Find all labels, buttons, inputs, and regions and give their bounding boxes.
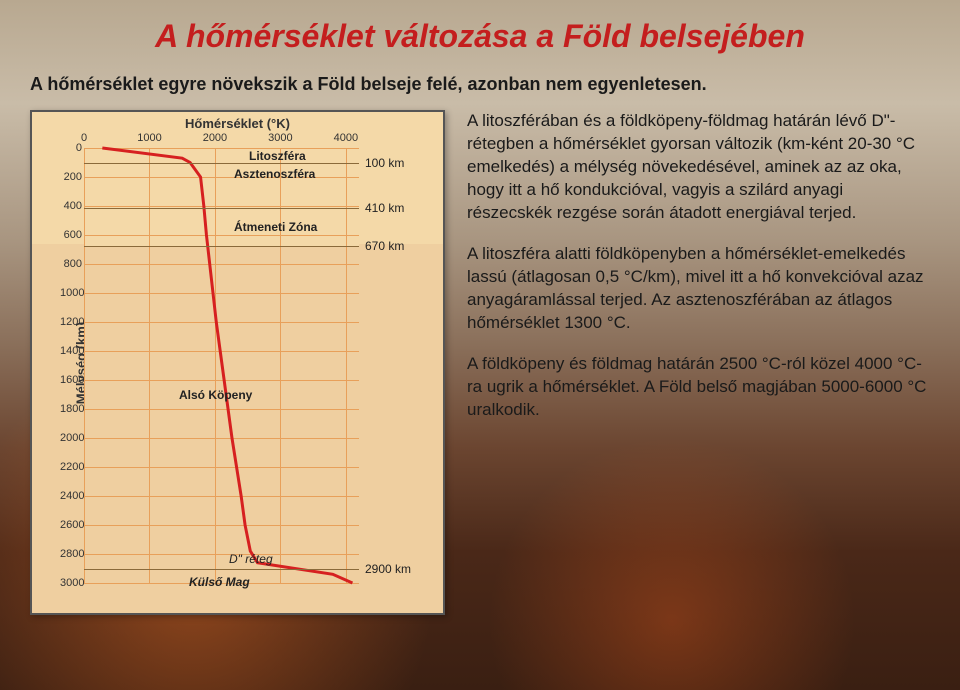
y-tick: 1600 (60, 374, 82, 386)
x-axis-label: Hőmérséklet (°K) (32, 116, 443, 131)
page-title: A hőmérséklet változása a Föld belsejébe… (30, 18, 930, 55)
y-tick: 600 (60, 229, 82, 241)
x-tick: 2000 (203, 132, 227, 144)
chart-annotation: Külső Mag (189, 575, 250, 589)
paragraph-2: A litoszféra alatti földköpenyben a hőmé… (467, 243, 930, 335)
depth-line (84, 163, 359, 164)
y-tick: 0 (60, 142, 82, 154)
y-tick: 2400 (60, 490, 82, 502)
temperature-curve (84, 148, 359, 583)
two-column-layout: Hőmérséklet (°K) Mélység (km) 0100020003… (30, 110, 930, 615)
depth-label: 2900 km (365, 562, 411, 576)
x-tick: 1000 (137, 132, 161, 144)
y-tick: 3000 (60, 577, 82, 589)
temperature-depth-chart: Hőmérséklet (°K) Mélység (km) 0100020003… (30, 110, 445, 615)
depth-label: 100 km (365, 156, 404, 170)
text-column: A litoszférában és a földköpeny-földmag … (467, 110, 930, 421)
plot-area: Litoszféra Asztenoszféra Átmeneti Zóna Alsó… (84, 148, 359, 583)
chart-annotation: D" réteg (229, 552, 273, 566)
y-tick: 2600 (60, 519, 82, 531)
depth-label: 670 km (365, 239, 404, 253)
y-tick: 2200 (60, 461, 82, 473)
y-tick: 1000 (60, 287, 82, 299)
depth-line (84, 208, 359, 209)
chart-annotation: Asztenoszféra (234, 167, 315, 181)
chart-annotation: Átmeneti Zóna (234, 220, 317, 234)
y-tick: 1800 (60, 403, 82, 415)
slide-content: A hőmérséklet változása a Föld belsejébe… (0, 0, 960, 635)
y-tick: 400 (60, 200, 82, 212)
x-tick: 3000 (268, 132, 292, 144)
y-tick: 800 (60, 258, 82, 270)
y-tick: 1400 (60, 345, 82, 357)
y-tick: 200 (60, 171, 82, 183)
x-tick: 4000 (334, 132, 358, 144)
paragraph-3: A földköpeny és földmag határán 2500 °C-… (467, 353, 930, 422)
y-tick: 2800 (60, 548, 82, 560)
depth-label: 410 km (365, 201, 404, 215)
depth-line (84, 246, 359, 247)
y-tick: 2000 (60, 432, 82, 444)
chart-annotation: Litoszféra (249, 149, 306, 163)
curve-path (102, 148, 352, 583)
chart-annotation: Alsó Köpeny (179, 388, 252, 402)
chart-container: Hőmérséklet (°K) Mélység (km) 0100020003… (30, 110, 445, 615)
paragraph-1: A litoszférában és a földköpeny-földmag … (467, 110, 930, 225)
subtitle: A hőmérséklet egyre növekszik a Föld bel… (30, 73, 930, 96)
y-tick: 1200 (60, 316, 82, 328)
depth-line (84, 569, 359, 570)
